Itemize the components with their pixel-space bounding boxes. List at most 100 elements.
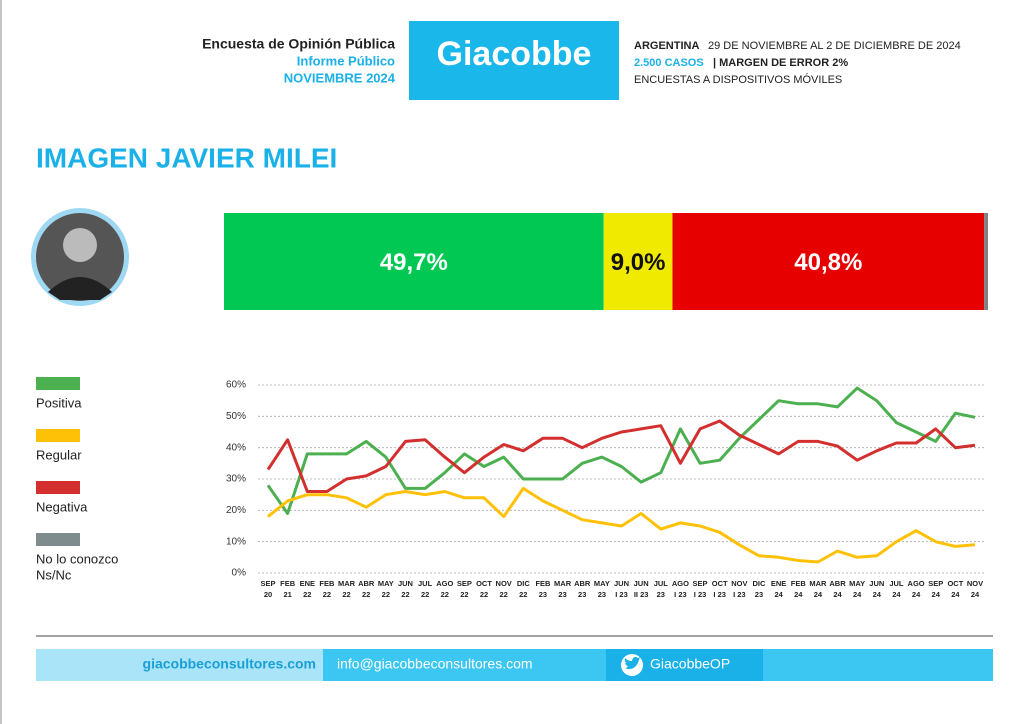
x-tick-label: NOV <box>967 579 983 588</box>
report-month: NOVIEMBRE 2024 <box>284 70 396 85</box>
x-tick-label: 24 <box>774 590 783 599</box>
x-tick-label: 23 <box>755 590 763 599</box>
chart-title: IMAGEN JAVIER MILEI <box>36 142 337 173</box>
x-tick-label: 22 <box>441 590 449 599</box>
brand: Giacobbe <box>437 35 592 73</box>
x-tick-label: 23 <box>558 590 566 599</box>
x-tick-label: ENE <box>771 579 786 588</box>
x-tick-label: MAY <box>594 579 610 588</box>
x-tick-label: ABR <box>829 579 846 588</box>
x-tick-label: II 23 <box>634 590 649 599</box>
x-tick-label: 24 <box>814 590 823 599</box>
x-tick-label: JUN <box>869 579 884 588</box>
portrait <box>31 208 129 306</box>
bar-value-label: 49,7% <box>380 249 448 276</box>
x-tick-label: JUL <box>654 579 669 588</box>
legend-label: Ns/Nc <box>36 567 72 582</box>
line-series <box>266 419 976 493</box>
x-tick-label: MAY <box>849 579 865 588</box>
x-tick-label: 24 <box>951 590 960 599</box>
y-tick-label: 20% <box>226 505 246 516</box>
country: ARGENTINA <box>634 40 699 52</box>
x-tick-label: 22 <box>499 590 507 599</box>
footer-web-box <box>36 649 323 681</box>
y-tick-label: 10% <box>226 536 246 547</box>
legend-label: No lo conozco <box>36 551 118 566</box>
x-tick-label: MAR <box>554 579 572 588</box>
x-tick-label: 24 <box>932 590 941 599</box>
x-tick-label: NOV <box>731 579 747 588</box>
y-tick-label: 50% <box>226 411 246 422</box>
footer-email: info@giacobbeconsultores.com <box>337 656 533 672</box>
x-tick-label: SEP <box>928 579 943 588</box>
x-tick-label: 22 <box>519 590 527 599</box>
x-tick-label: JUL <box>889 579 904 588</box>
x-tick-label: 23 <box>539 590 547 599</box>
cases: 2.500 CASOS <box>634 57 704 69</box>
x-tick-label: 23 <box>578 590 586 599</box>
x-tick-label: 24 <box>873 590 882 599</box>
y-tick-label: 60% <box>226 380 246 391</box>
x-tick-label: I 23 <box>615 590 628 599</box>
x-tick-label: OCT <box>476 579 492 588</box>
x-tick-label: 24 <box>892 590 901 599</box>
survey-title: Encuesta de Opinión Pública <box>202 36 395 52</box>
legend-swatch <box>36 481 80 494</box>
x-tick-label: 24 <box>794 590 803 599</box>
bar-value-label: 9,0% <box>611 249 666 276</box>
x-tick-label: ABR <box>358 579 375 588</box>
x-tick-label: 24 <box>912 590 921 599</box>
x-tick-label: I 23 <box>674 590 687 599</box>
x-tick-label: 24 <box>833 590 842 599</box>
x-tick-label: SEP <box>260 579 275 588</box>
x-tick-label: 22 <box>323 590 331 599</box>
x-tick-label: OCT <box>712 579 728 588</box>
line-series <box>267 486 976 564</box>
legend-label: Positiva <box>36 395 82 410</box>
y-tick-label: 0% <box>232 568 247 579</box>
legend-label: Regular <box>36 447 82 462</box>
x-tick-label: OCT <box>947 579 963 588</box>
portrait-face <box>63 228 97 262</box>
x-tick-label: MAY <box>378 579 394 588</box>
x-tick-label: FEB <box>280 579 296 588</box>
x-tick-label: 21 <box>283 590 291 599</box>
x-tick-label: 22 <box>480 590 488 599</box>
x-tick-label: FEB <box>319 579 335 588</box>
x-tick-label: MAR <box>809 579 827 588</box>
x-tick-label: 23 <box>598 590 606 599</box>
x-tick-label: FEB <box>535 579 551 588</box>
bar-value-label: 40,8% <box>794 249 862 276</box>
x-tick-label: DIC <box>753 579 767 588</box>
x-tick-label: 22 <box>382 590 390 599</box>
x-tick-label: 24 <box>971 590 980 599</box>
x-tick-label: 23 <box>657 590 665 599</box>
x-tick-label: I 23 <box>733 590 746 599</box>
legend-swatch <box>36 533 80 546</box>
method: ENCUESTAS A DISPOSITIVOS MÓVILES <box>634 73 842 86</box>
x-tick-label: ABR <box>574 579 591 588</box>
portrait-suit <box>48 277 112 300</box>
x-tick-label: 22 <box>342 590 350 599</box>
x-tick-label: AGO <box>672 579 689 588</box>
x-tick-label: 22 <box>421 590 429 599</box>
x-tick-label: I 23 <box>694 590 707 599</box>
y-tick-label: 30% <box>226 474 246 485</box>
x-tick-label: JUN <box>634 579 649 588</box>
legend-swatch <box>36 429 80 442</box>
x-tick-label: SEP <box>457 579 472 588</box>
twitter-bird <box>624 657 641 670</box>
x-tick-label: AGO <box>908 579 925 588</box>
x-tick-label: FEB <box>791 579 807 588</box>
bar-segment <box>672 213 985 310</box>
x-tick-label: ENE <box>300 579 315 588</box>
dates: 29 DE NOVIEMBRE AL 2 DE DICIEMBRE DE 202… <box>708 40 961 52</box>
brand-box <box>409 21 619 100</box>
x-tick-label: JUN <box>614 579 629 588</box>
bar-segment <box>224 213 604 310</box>
x-tick-label: 22 <box>303 590 311 599</box>
footer-web: giacobbeconsultores.com <box>143 656 316 672</box>
x-tick-label: AGO <box>436 579 453 588</box>
